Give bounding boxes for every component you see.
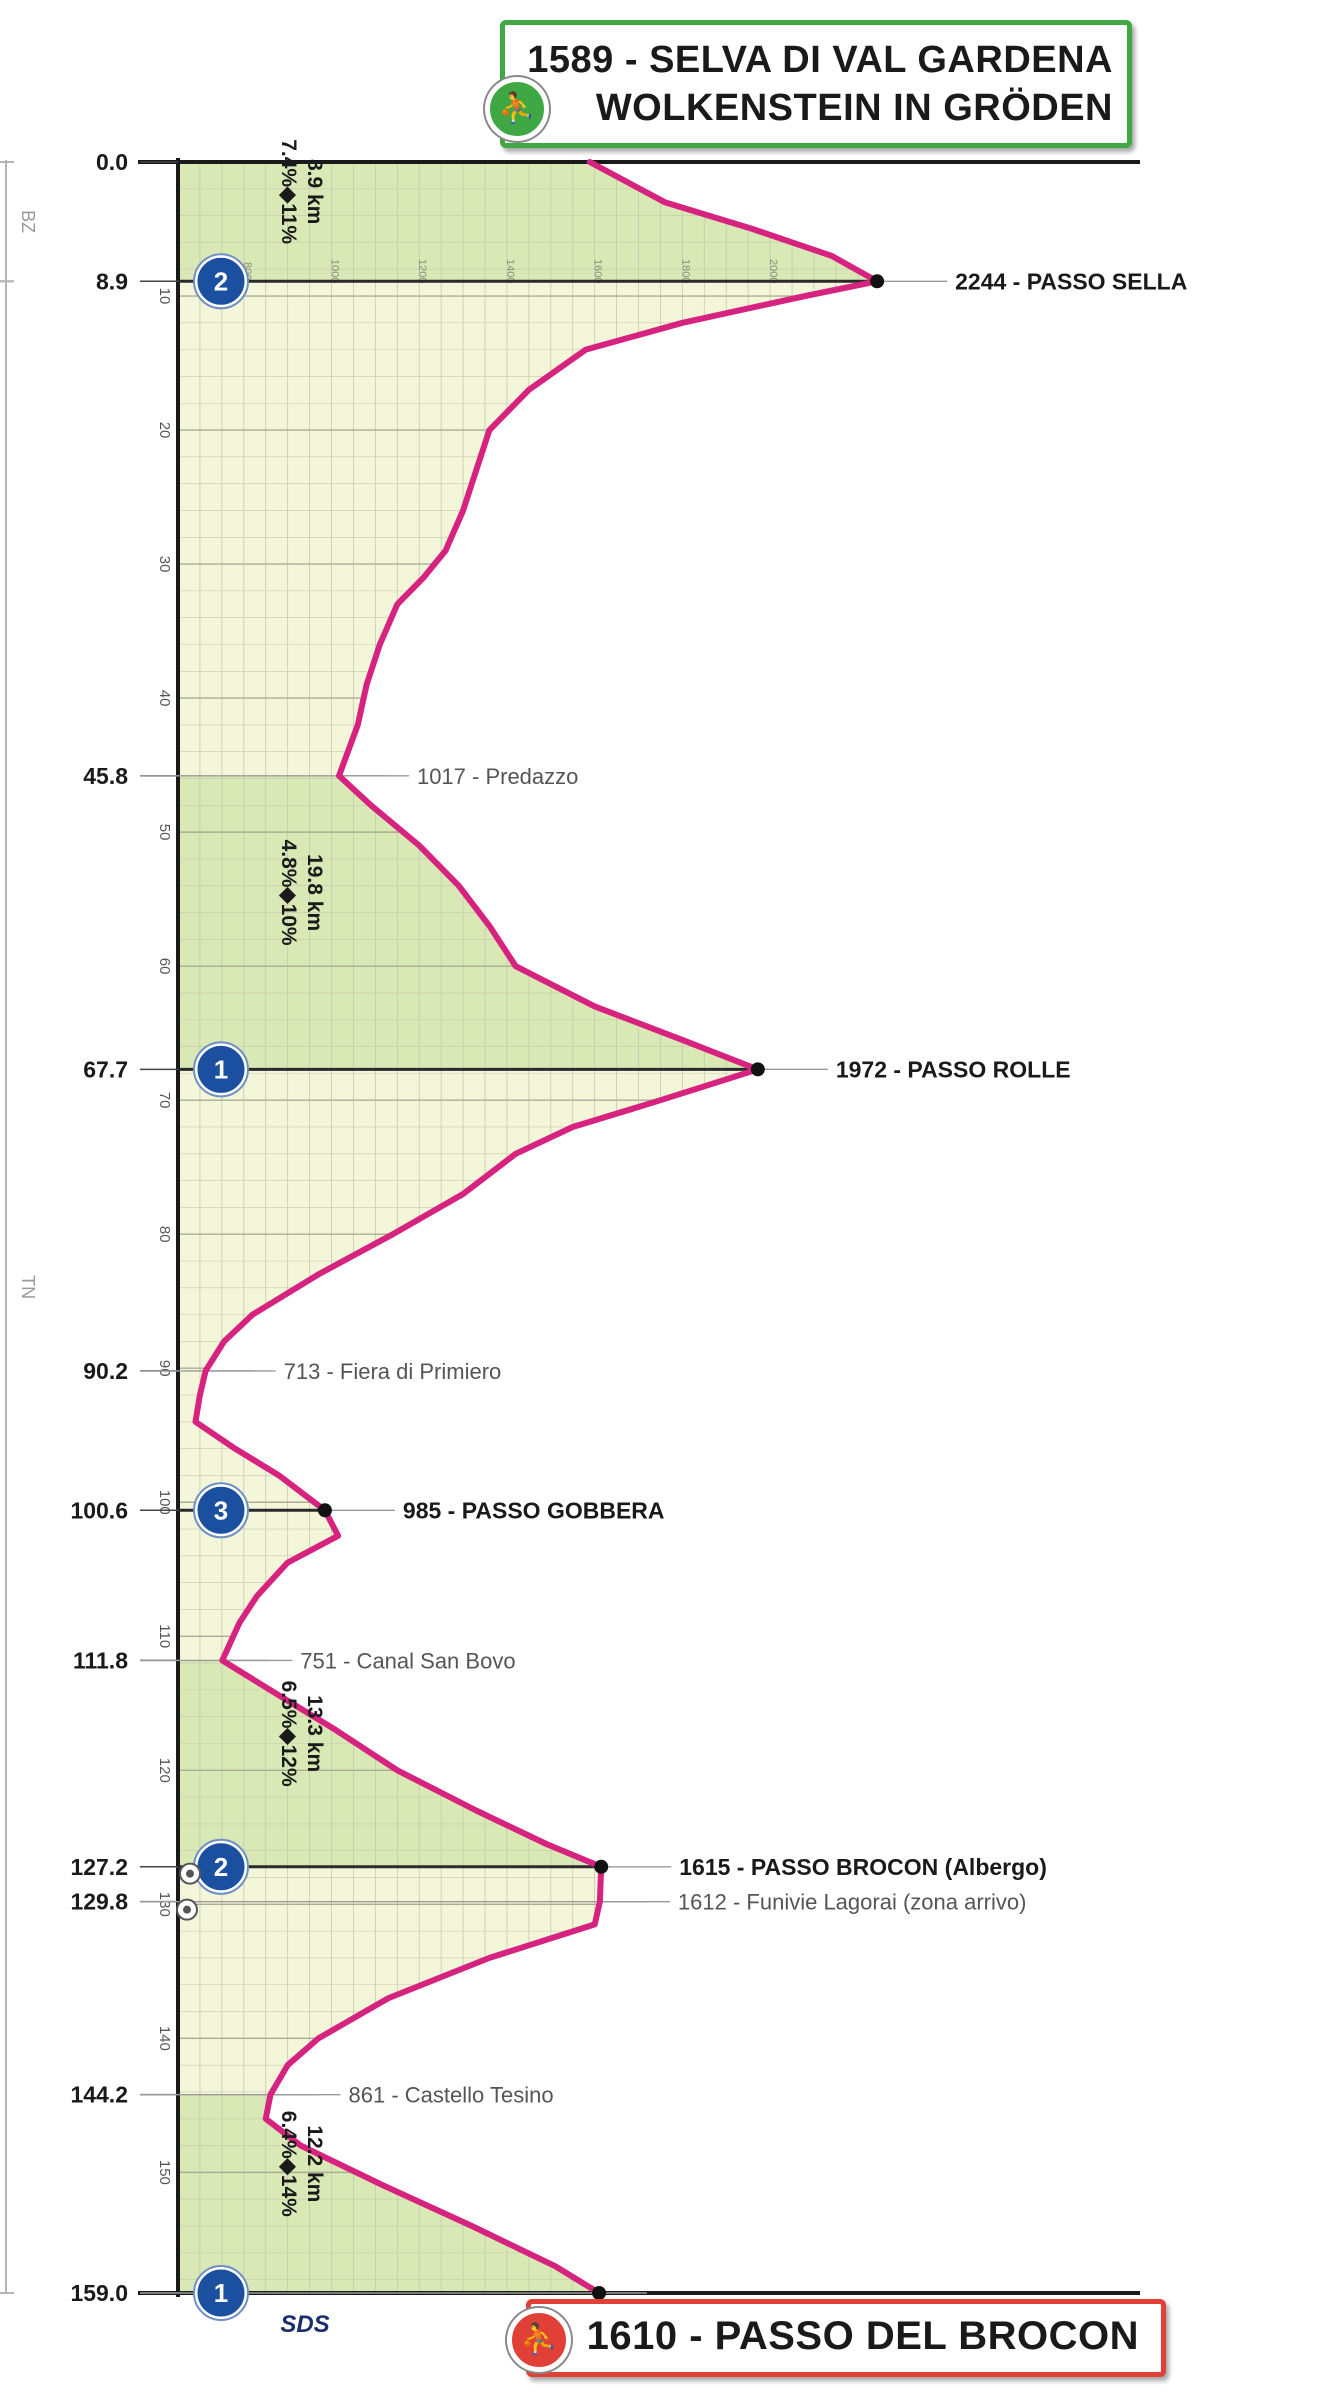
- kom-badge-ring: [193, 253, 249, 310]
- distance-tick-label: 140: [156, 2026, 173, 2051]
- kom-category-label: 2: [214, 266, 228, 296]
- point-label-4: 713 - Fiera di Primiero: [284, 1359, 502, 1384]
- kom-category-label: 3: [214, 1495, 228, 1525]
- timing-icon-dot: [186, 1869, 194, 1878]
- distance-tick-label: 150: [156, 2160, 173, 2185]
- distance-tick-label: 80: [156, 1226, 173, 1243]
- distance-tick-label: 90: [156, 1360, 173, 1377]
- kom-category-3-icon: [194, 1483, 248, 1537]
- summit-dot: [750, 1062, 765, 1077]
- kom-badge-ring: [193, 1482, 249, 1539]
- distance-marker-label: 90.2: [83, 1358, 128, 1384]
- altitude-tick-label: 1000: [329, 259, 341, 283]
- climb-gradient-1: 7.4%◆11%: [277, 139, 300, 244]
- distance-tick-label: 30: [156, 556, 173, 573]
- start-label-subtitle: WOLKENSTEIN IN GRÖDEN: [595, 87, 1113, 129]
- distance-tick-label: 10: [156, 288, 173, 305]
- distance-marker-label: 127.2: [70, 1854, 128, 1880]
- elevation-profile-line: [192, 159, 881, 2296]
- distance-tick-label: 120: [156, 1758, 173, 1783]
- point-label-2: 1017 - Predazzo: [417, 764, 578, 789]
- climb-gradient-3: 6.5%◆12%: [277, 1681, 300, 1787]
- distance-marker-label: 129.8: [70, 1889, 128, 1915]
- finish-cyclist-icon: ⛹: [507, 2308, 571, 2372]
- distance-tick-label: 100: [156, 1490, 173, 1515]
- point-label-3: 1972 - PASSO ROLLE: [836, 1056, 1071, 1082]
- altitude-tick-label: 1200: [416, 259, 428, 283]
- kom-category-1-icon: [194, 2266, 248, 2320]
- start-label: 1589 - SELVA DI VAL GARDENA: [527, 39, 1113, 81]
- point-label-1: 2244 - PASSO SELLA: [955, 268, 1187, 294]
- climb-length-4: 12.2 km: [303, 2125, 326, 2202]
- distance-tick-label: 20: [156, 422, 173, 439]
- climb-gradient-2: 4.8%◆10%: [277, 840, 300, 946]
- climb-length-3: 13.3 km: [303, 1695, 326, 1772]
- distance-tick-label: 110: [156, 1624, 173, 1648]
- climb-length-1: 8.9 km: [303, 159, 326, 224]
- distance-marker-label: 0.0: [96, 149, 128, 175]
- summit-dot: [317, 1503, 332, 1518]
- distance-tick-label: 40: [156, 690, 173, 707]
- kom-category-label: 1: [214, 2278, 228, 2308]
- altitude-tick-label: 2000: [767, 259, 779, 283]
- summit-dot: [594, 1859, 609, 1874]
- province-label-tn: TN: [18, 1275, 38, 1299]
- altitude-tick-label: 1400: [504, 259, 516, 283]
- finish-label: 1610 - PASSO DEL BROCON: [586, 2314, 1139, 2358]
- distance-tick-label: 130: [156, 1892, 173, 1917]
- climb-length-2: 19.8 km: [303, 854, 326, 931]
- distance-marker-label: 144.2: [70, 2082, 128, 2108]
- altitude-tick-label: 1800: [679, 259, 691, 283]
- distance-marker-label: 100.6: [70, 1497, 128, 1523]
- distance-marker-label: 8.9: [96, 268, 128, 294]
- distance-tick-label: 70: [156, 1092, 173, 1109]
- summit-dot: [870, 274, 885, 289]
- distance-marker-label: 67.7: [83, 1056, 128, 1082]
- summit-dot: [592, 2286, 607, 2300]
- kom-category-label: 2: [214, 1852, 228, 1882]
- distance-marker-label: 45.8: [83, 763, 128, 789]
- kom-category-label: 1: [214, 1054, 228, 1084]
- point-label-6: 751 - Canal San Bovo: [300, 1648, 515, 1673]
- kom-badge-ring: [193, 2265, 249, 2321]
- start-label-box: ⛹ 1589 - SELVA DI VAL GARDENA WOLKENSTEI…: [485, 20, 1132, 148]
- distance-tick-label: 60: [156, 958, 173, 975]
- point-label-8: 1612 - Funivie Lagorai (zona arrivo): [678, 1890, 1027, 1915]
- climb-gradient-4: 6.4%◆14%: [277, 2111, 300, 2217]
- kom-badge-ring: [193, 1041, 249, 1098]
- point-label-5: 985 - PASSO GOBBERA: [403, 1497, 665, 1523]
- point-label-9: 861 - Castello Tesino: [349, 2083, 554, 2108]
- finish-label-box: ⛹ 1610 - PASSO DEL BROCON: [507, 2299, 1166, 2377]
- province-label-bz: BZ: [18, 210, 38, 233]
- kom-category-2-icon: [194, 254, 248, 308]
- timing-icon-dot: [183, 1905, 191, 1914]
- altitude-tick-label: 1600: [592, 259, 604, 283]
- sds-watermark: SDS: [280, 2311, 329, 2338]
- start-cyclist-icon: ⛹: [485, 77, 549, 141]
- distance-tick-label: 50: [156, 824, 173, 841]
- distance-marker-label: 159.0: [70, 2280, 128, 2306]
- point-label-7: 1615 - PASSO BROCON (Albergo): [679, 1854, 1047, 1880]
- kom-category-1-icon: [194, 1042, 248, 1096]
- distance-marker-label: 111.8: [73, 1647, 128, 1673]
